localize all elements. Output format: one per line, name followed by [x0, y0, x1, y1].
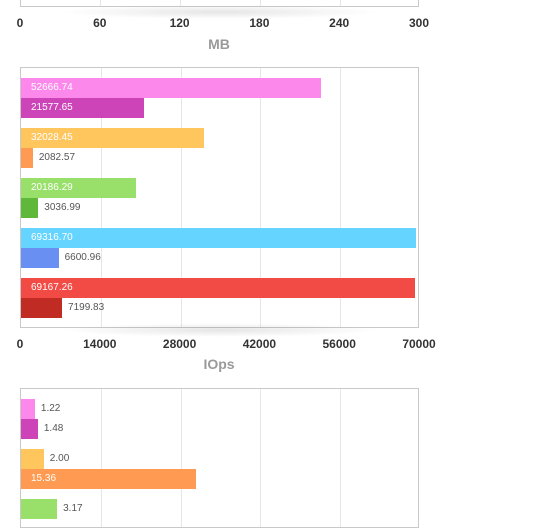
bar [21, 449, 44, 469]
grid-line [101, 389, 102, 527]
bar-value-label: 1.48 [43, 423, 64, 434]
grid-line [260, 68, 261, 327]
x-tick-label: 120 [169, 16, 190, 30]
bar [21, 98, 144, 118]
bar [21, 278, 416, 298]
bar-value-label: 69167.26 [31, 282, 73, 293]
bar [21, 78, 322, 98]
bar [21, 228, 417, 248]
bar [21, 499, 58, 519]
bar-value-label: 20186.29 [31, 182, 73, 193]
bar-value-label: 7199.83 [68, 302, 105, 313]
bar-value-label: 52666.74 [31, 82, 73, 93]
grid-line [181, 389, 182, 527]
x-tick-label: 180 [249, 16, 270, 30]
iops-axis-label: IOps [203, 356, 235, 372]
bar-value-label: 2082.57 [38, 152, 76, 163]
bar [21, 198, 39, 218]
x-tick-label: 60 [93, 16, 107, 30]
x-tick-label: 70000 [402, 337, 436, 351]
bar-value-label: 2.00 [49, 453, 70, 464]
bar [21, 148, 33, 168]
bar-value-label: 3.17 [63, 503, 83, 514]
mb-chart-plot [20, 0, 419, 7]
bar [21, 248, 59, 268]
bar [21, 469, 197, 489]
bar [21, 399, 35, 419]
x-tick-label: 300 [408, 16, 430, 30]
grid-line [260, 389, 261, 527]
x-tick-label: 240 [329, 16, 350, 30]
x-tick-label: 14000 [83, 337, 117, 351]
bar-value-label: 21577.65 [31, 102, 73, 113]
bar-value-label: 32028.45 [31, 132, 73, 143]
bar [21, 178, 137, 198]
grid-line [340, 68, 341, 327]
bar-value-label: 6600.96 [64, 252, 101, 263]
third-chart-plot: 1.22 1.48 2.00 15.36 3.17 [20, 388, 419, 528]
bar [21, 128, 204, 148]
bar-value-label: 15.36 [31, 473, 57, 484]
x-tick-label: 56000 [322, 337, 356, 351]
iops-chart-plot: 52666.74 21577.65 32028.45 2082.57 20186.29 3… [20, 67, 419, 328]
x-tick-label: 0 [16, 337, 24, 351]
bar [21, 298, 63, 318]
bar-value-label: 69316.70 [31, 232, 73, 243]
bar-value-label: 3036.99 [44, 202, 81, 213]
grid-line [181, 68, 182, 327]
x-tick-label: 42000 [242, 337, 277, 351]
x-tick-label: 28000 [162, 337, 197, 351]
x-tick-label: 0 [16, 16, 24, 30]
mb-axis-label: MB [208, 36, 230, 52]
grid-line [340, 389, 341, 527]
bar-value-label: 1.22 [40, 403, 61, 414]
bar [21, 419, 38, 439]
